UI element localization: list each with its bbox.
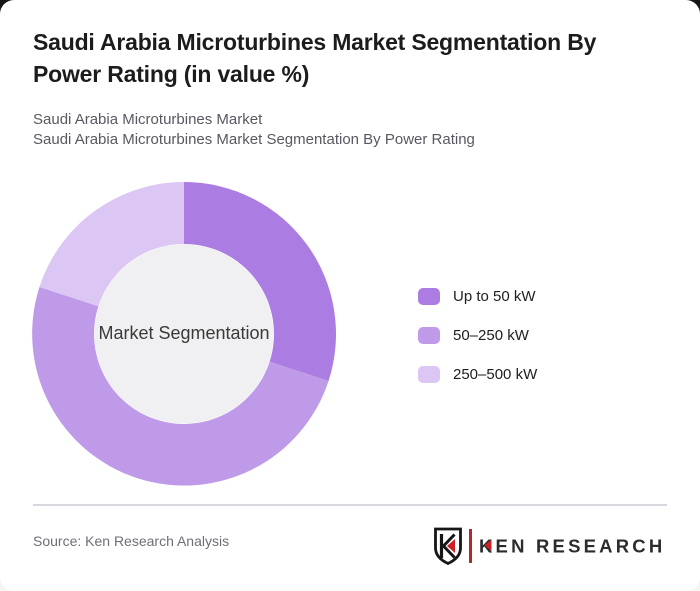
donut-center-label: Market Segmentation <box>98 323 270 343</box>
footer-divider <box>33 504 667 506</box>
logo-wordmark-svg: KEN RESEARCH <box>479 536 665 557</box>
subtitle-line2: Saudi Arabia Microturbines Market Segmen… <box>33 130 475 148</box>
subtitle-line1: Saudi Arabia Microturbines Market <box>33 111 263 128</box>
ken-research-logo: KEN RESEARCH <box>433 527 669 565</box>
legend-label: Up to 50 kW <box>453 287 536 305</box>
legend-label: 250–500 kW <box>453 365 538 383</box>
page-title-line2: Power Rating (in value %) <box>33 61 310 87</box>
donut-chart <box>32 182 336 486</box>
legend-swatch <box>418 287 440 305</box>
donut-segment-2 <box>39 182 184 307</box>
donut-segment-1 <box>32 287 329 486</box>
wordmark-red-wedge <box>484 539 492 551</box>
legend-label: 50–250 kW <box>453 326 529 344</box>
logo-wordmark: KEN RESEARCH <box>479 536 665 557</box>
source-text: Source: Ken Research Analysis <box>33 533 230 549</box>
legend-item: Up to 50 kW <box>418 287 537 305</box>
page-title: Saudi Arabia Microturbines Market Segmen… <box>33 26 683 90</box>
legend: Up to 50 kW 50–250 kW 250–500 kW <box>418 287 537 404</box>
shield-red-wedge <box>447 539 455 553</box>
donut-hole <box>94 244 274 424</box>
legend-item: 50–250 kW <box>418 326 537 344</box>
legend-swatch <box>418 326 440 344</box>
legend-swatch <box>418 365 440 383</box>
donut-segment-0 <box>184 182 336 381</box>
page-title-line1: Saudi Arabia Microturbines Market Segmen… <box>33 29 597 55</box>
ken-research-shield-icon <box>434 527 462 565</box>
subtitle: Saudi Arabia Microturbines Market Saudi … <box>33 110 673 149</box>
legend-item: 250–500 kW <box>418 365 537 383</box>
logo-separator <box>469 529 472 563</box>
